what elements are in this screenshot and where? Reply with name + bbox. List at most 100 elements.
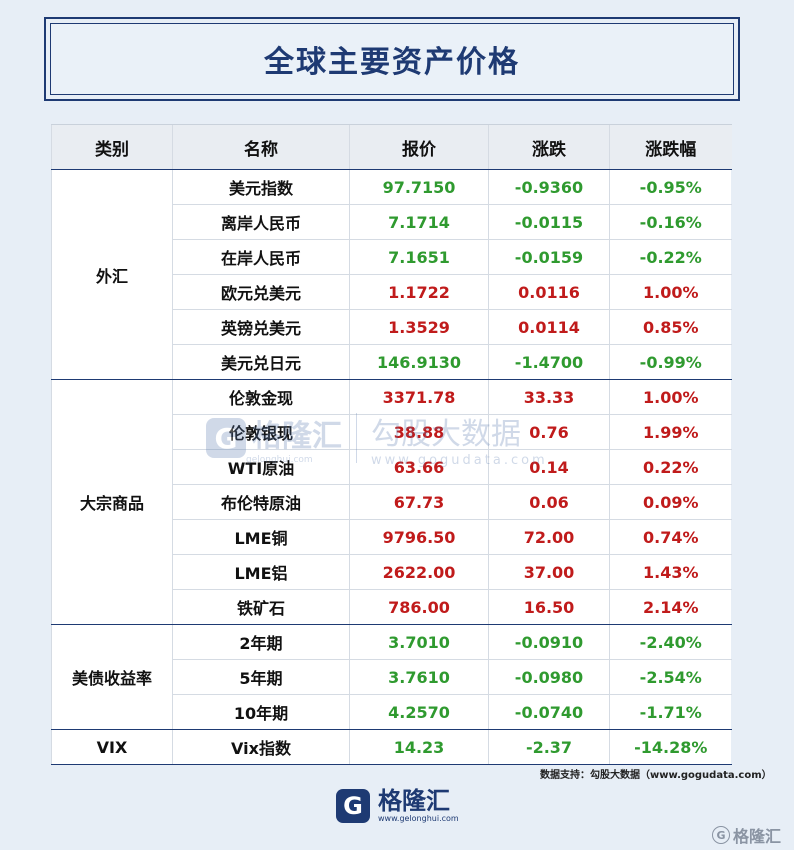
price-cell: 9796.50 — [349, 519, 489, 555]
change-pct-cell: 0.74% — [609, 519, 732, 555]
change-cell: -1.4700 — [488, 344, 610, 380]
change-cell: 0.0114 — [488, 309, 610, 345]
change-cell: -0.0740 — [488, 694, 610, 730]
change-cell: 72.00 — [488, 519, 610, 555]
change-pct-cell: -0.99% — [609, 344, 732, 380]
price-cell: 3371.78 — [349, 379, 489, 415]
category-cell: VIX — [51, 729, 173, 765]
asset-name-cell: 美元兑日元 — [172, 344, 350, 380]
change-pct-cell: 0.09% — [609, 484, 732, 520]
table-row: LME铝 2622.00 37.00 1.43% — [52, 554, 732, 590]
corner-brand: 格隆汇 — [733, 827, 782, 846]
asset-name-cell: LME铜 — [172, 519, 350, 555]
change-cell: 0.06 — [488, 484, 610, 520]
data-source-note: 数据支持：勾股大数据（www.gogudata.com） — [540, 770, 772, 781]
price-cell: 97.7150 — [349, 169, 489, 205]
change-cell: 0.14 — [488, 449, 610, 485]
header-change: 涨跌 — [488, 124, 610, 170]
table-row: 美债收益率 2年期 3.7010 -0.0910 -2.40% — [51, 624, 732, 730]
price-cell: 1.3529 — [349, 309, 489, 345]
table-body: 外汇 美元指数 97.7150 -0.9360 -0.95% 离岸人民币 7.1714 -0.… — [51, 169, 732, 765]
change-cell: -0.0980 — [488, 659, 610, 695]
change-pct-cell: 1.00% — [609, 274, 732, 310]
change-pct-cell: -2.54% — [609, 659, 732, 695]
price-cell: 7.1714 — [349, 204, 489, 240]
page-title: 全球主要资产价格 — [264, 45, 520, 80]
change-cell: 0.76 — [488, 414, 610, 450]
corner-watermark: G 格隆汇 — [712, 823, 781, 847]
change-pct-cell: -0.22% — [609, 239, 732, 275]
asset-name-cell: 美元指数 — [172, 169, 350, 205]
header-category: 类别 — [51, 124, 173, 170]
price-cell: 63.66 — [349, 449, 489, 485]
change-cell: 37.00 — [488, 554, 610, 590]
asset-name-cell: 欧元兑美元 — [172, 274, 350, 310]
change-pct-cell: -0.95% — [609, 169, 732, 205]
asset-name-cell: 英镑兑美元 — [172, 309, 350, 345]
change-cell: -0.0115 — [488, 204, 610, 240]
footer-logo: G 格隆汇 www.gelonghui.com — [336, 788, 459, 823]
table-row: 大宗商品 伦敦金现 3371.78 33.33 1.00% — [51, 379, 732, 625]
table-row: WTI原油 63.66 0.14 0.22% — [52, 449, 732, 485]
change-cell: -0.0159 — [488, 239, 610, 275]
table-row: VIX Vix指数 14.23 -2.37 -14.28% — [51, 729, 732, 765]
category-cell: 外汇 — [51, 169, 173, 380]
asset-name-cell: 在岸人民币 — [172, 239, 350, 275]
category-cell: 大宗商品 — [51, 379, 173, 625]
asset-name-cell: LME铝 — [172, 554, 350, 590]
asset-name-cell: 2年期 — [172, 624, 350, 660]
change-pct-cell: -14.28% — [609, 729, 732, 765]
asset-name-cell: 离岸人民币 — [172, 204, 350, 240]
table-row: 5年期 3.7610 -0.0980 -2.54% — [52, 659, 732, 695]
change-pct-cell: -1.71% — [609, 694, 732, 730]
header-price: 报价 — [349, 124, 489, 170]
change-pct-cell: -2.40% — [609, 624, 732, 660]
footer-url: www.gelonghui.com — [378, 814, 459, 823]
price-cell: 2622.00 — [349, 554, 489, 590]
change-cell: -2.37 — [488, 729, 610, 765]
table-row: 离岸人民币 7.1714 -0.0115 -0.16% — [52, 204, 732, 240]
table-row: 美元兑日元 146.9130 -1.4700 -0.99% — [52, 344, 732, 380]
table-row: 英镑兑美元 1.3529 0.0114 0.85% — [52, 309, 732, 345]
footer-brand: 格隆汇 — [378, 787, 450, 815]
asset-name-cell: Vix指数 — [172, 729, 350, 765]
price-cell: 3.7010 — [349, 624, 489, 660]
price-cell: 786.00 — [349, 589, 489, 625]
table-row: 欧元兑美元 1.1722 0.0116 1.00% — [52, 274, 732, 310]
price-cell: 4.2570 — [349, 694, 489, 730]
asset-name-cell: 10年期 — [172, 694, 350, 730]
table-row: 伦敦银现 38.88 0.76 1.99% — [52, 414, 732, 450]
change-pct-cell: 1.00% — [609, 379, 732, 415]
change-pct-cell: 2.14% — [609, 589, 732, 625]
change-cell: 33.33 — [488, 379, 610, 415]
change-pct-cell: -0.16% — [609, 204, 732, 240]
asset-name-cell: 布伦特原油 — [172, 484, 350, 520]
asset-name-cell: 伦敦金现 — [172, 379, 350, 415]
footer-g-icon: G — [336, 788, 370, 823]
change-cell: -0.0910 — [488, 624, 610, 660]
asset-name-cell: 伦敦银现 — [172, 414, 350, 450]
change-pct-cell: 0.85% — [609, 309, 732, 345]
price-cell: 3.7610 — [349, 659, 489, 695]
table-row: 在岸人民币 7.1651 -0.0159 -0.22% — [52, 239, 732, 275]
title-frame: 全球主要资产价格 — [44, 17, 740, 101]
change-pct-cell: 1.43% — [609, 554, 732, 590]
header-name: 名称 — [172, 124, 350, 170]
table-row: 布伦特原油 67.73 0.06 0.09% — [52, 484, 732, 520]
title-inner-frame: 全球主要资产价格 — [50, 23, 734, 95]
change-cell: 0.0116 — [488, 274, 610, 310]
asset-name-cell: 铁矿石 — [172, 589, 350, 625]
price-cell: 7.1651 — [349, 239, 489, 275]
header-change-pct: 涨跌幅 — [609, 124, 732, 170]
table-row: 外汇 美元指数 97.7150 -0.9360 -0.95% — [51, 169, 732, 380]
change-cell: -0.9360 — [488, 169, 610, 205]
table-row: 铁矿石 786.00 16.50 2.14% — [52, 589, 732, 625]
change-pct-cell: 1.99% — [609, 414, 732, 450]
asset-name-cell: WTI原油 — [172, 449, 350, 485]
table-row: 10年期 4.2570 -0.0740 -1.71% — [52, 694, 732, 730]
price-cell: 38.88 — [349, 414, 489, 450]
asset-price-table: 类别 名称 报价 涨跌 涨跌幅 外汇 美元指数 97.7150 -0.9360 -0.9… — [51, 124, 732, 765]
price-cell: 67.73 — [349, 484, 489, 520]
category-cell: 美债收益率 — [51, 624, 173, 730]
change-cell: 16.50 — [488, 589, 610, 625]
